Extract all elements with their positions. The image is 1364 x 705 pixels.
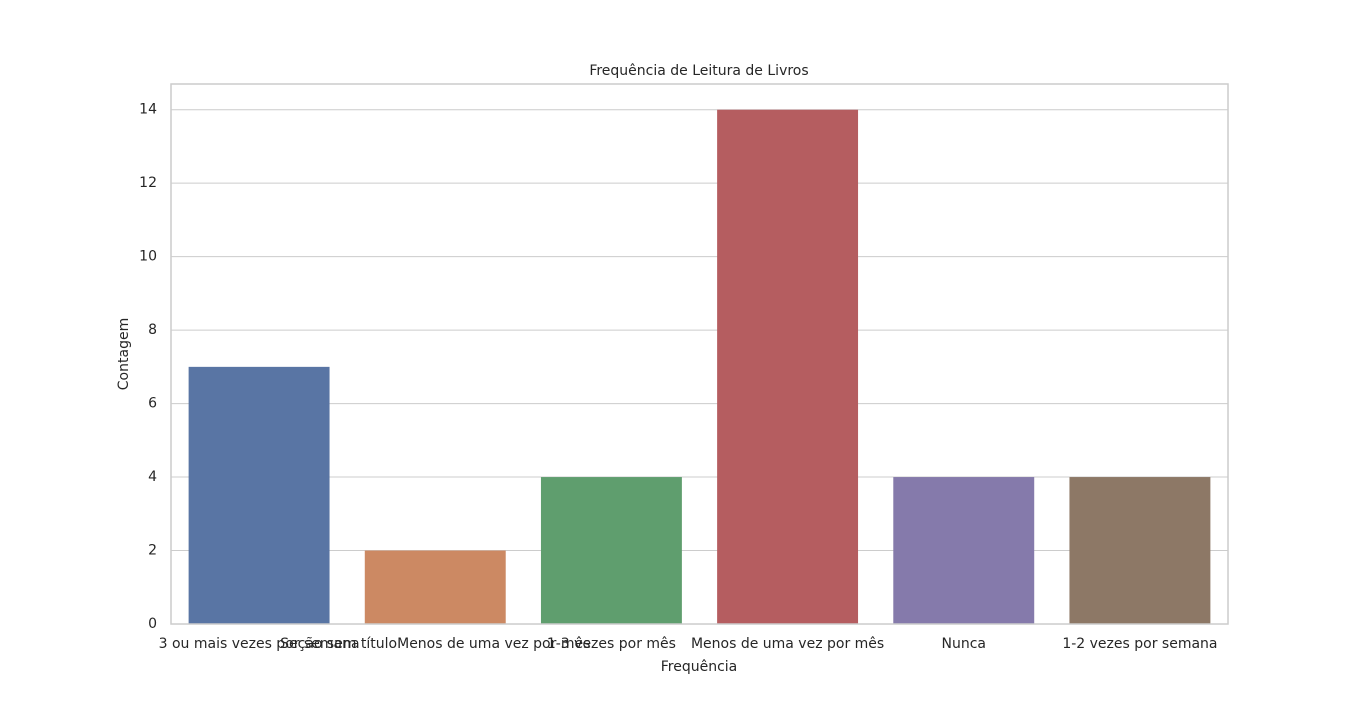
x-tick-label: Nunca [942, 636, 987, 652]
bar [893, 477, 1035, 624]
y-tick-label: 12 [139, 175, 157, 191]
x-axis-label: Frequência [661, 659, 738, 675]
y-tick-label: 6 [148, 396, 157, 412]
y-tick-label: 4 [148, 469, 157, 485]
x-tick-label: 1-3 vezes por mês [547, 636, 676, 652]
y-tick-label: 8 [148, 322, 157, 338]
bar [717, 109, 859, 624]
x-tick-label: 1-2 vezes por semana [1062, 636, 1217, 652]
bar [1069, 477, 1211, 624]
chart-title: Frequência de Leitura de Livros [589, 63, 808, 79]
y-tick-label: 14 [139, 102, 157, 118]
bar [364, 550, 506, 624]
y-tick-label: 10 [139, 249, 157, 265]
bar [540, 477, 682, 624]
x-tick-label: 3 ou mais vezes por semana [159, 636, 360, 652]
y-axis-label: Contagem [116, 318, 132, 390]
y-tick-label: 2 [148, 543, 157, 559]
bar [188, 366, 330, 624]
y-tick-label: 0 [148, 616, 157, 632]
x-tick-label: Menos de uma vez por mês [691, 636, 884, 652]
x-tick-label: Seção sem títuloMenos de uma vez por mês [280, 636, 590, 652]
plot-frame [170, 83, 1229, 625]
